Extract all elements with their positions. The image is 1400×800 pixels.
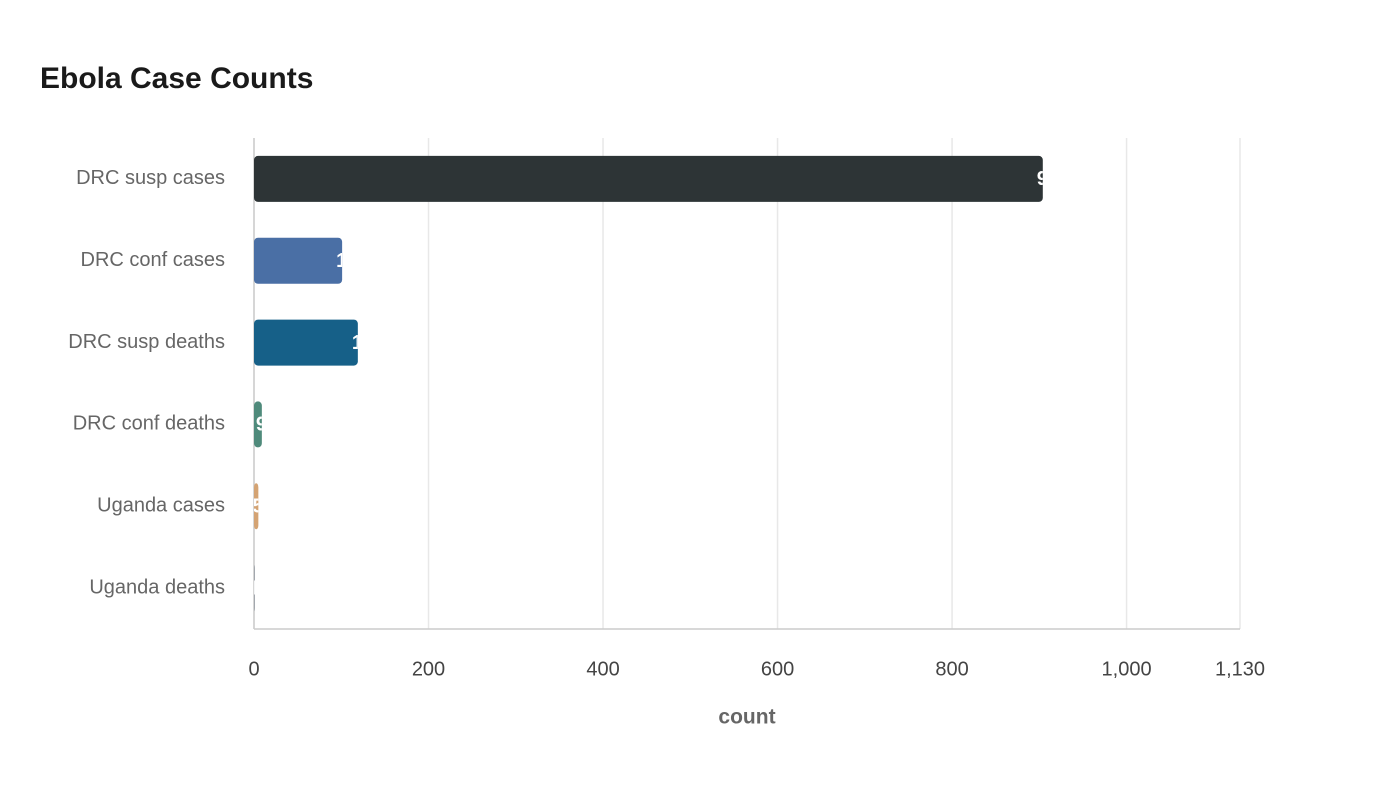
value-label: 119	[352, 332, 384, 354]
bar	[254, 319, 358, 366]
x-tick-label: 200	[412, 658, 445, 680]
chart-title: Ebola Case Counts	[40, 62, 313, 95]
x-tick-label: 1,130	[1215, 658, 1265, 680]
value-label: 9	[256, 414, 267, 436]
y-tick-label: DRC conf cases	[81, 249, 226, 271]
value-label: 101	[336, 250, 369, 272]
y-tick-label: Uganda cases	[97, 495, 225, 517]
y-tick-label: Uganda deaths	[89, 576, 225, 598]
y-tick-label: DRC susp deaths	[68, 331, 225, 353]
bar	[254, 237, 343, 284]
bar	[254, 483, 259, 530]
bar	[254, 155, 1043, 202]
x-tick-label: 0	[248, 658, 259, 680]
x-tick-label: 1,000	[1102, 658, 1152, 680]
bar	[254, 565, 255, 612]
x-tick-label: 800	[935, 658, 968, 680]
y-tick-label: DRC susp cases	[76, 167, 225, 189]
x-tick-label: 400	[586, 658, 619, 680]
x-tick-label: 600	[761, 658, 794, 680]
value-label: 5	[252, 496, 263, 518]
y-tick-label: DRC conf deaths	[73, 413, 225, 435]
value-label: 904	[1037, 168, 1071, 190]
value-label: 1	[249, 577, 260, 599]
x-axis-label: count	[718, 706, 775, 729]
bar	[254, 401, 262, 448]
